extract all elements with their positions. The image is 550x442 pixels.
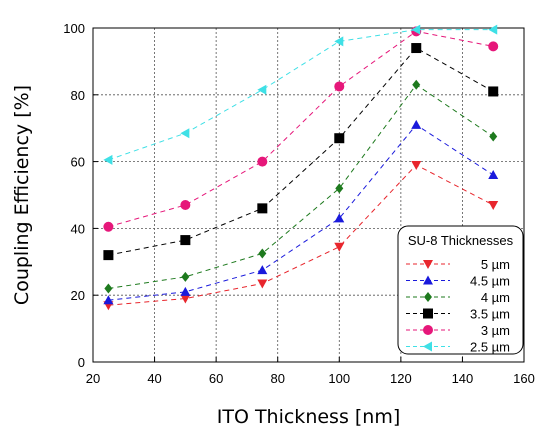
y-axis-title: Coupling Efficiency [%] [11,85,33,305]
legend-item: 3 µm [406,323,510,338]
data-point [103,295,114,305]
data-point [488,24,498,35]
data-point [334,36,344,47]
data-point [180,235,191,246]
data-point [488,169,499,179]
series-line [108,84,494,290]
legend-marker [423,341,432,352]
data-point [334,133,345,144]
series-5 [103,24,498,165]
legend-marker [423,275,433,285]
legend-label: 4 µm [481,290,510,305]
series-line [108,164,494,306]
legend-box [397,225,524,355]
legend-marker [423,308,433,319]
series-line [108,29,494,161]
data-point [334,81,345,92]
x-tick-label: 120 [390,371,412,386]
y-tick-label: 40 [71,221,85,236]
x-tick-label: 60 [209,371,223,386]
data-point [104,283,113,294]
data-point [257,265,268,275]
legend-label: 5 µm [481,257,510,272]
data-point [335,183,344,194]
data-point [258,248,267,259]
legend-item: 3.5 µm [406,307,510,322]
legend-label: 4.5 µm [470,274,510,289]
y-tick-label: 0 [78,355,85,370]
legend-item: 4.5 µm [406,274,510,289]
x-tick-label: 140 [452,371,474,386]
series-layer [103,24,499,311]
data-point [334,242,345,252]
data-point [489,131,498,142]
series-line [108,47,494,256]
data-point [181,271,190,282]
legend-item: 4 µm [406,290,510,305]
series-line [108,30,494,228]
x-tick-label: 160 [513,371,535,386]
legend-marker [423,260,433,269]
y-tick-label: 20 [71,288,85,303]
x-tick-label: 40 [147,371,161,386]
data-point [411,119,422,129]
data-point [180,200,191,211]
data-point [257,279,268,289]
y-tick-label: 60 [71,155,85,170]
y-tick-label: 100 [63,21,85,36]
plot-frame [92,27,525,363]
data-point [257,156,268,167]
x-tick-label: 20 [86,371,100,386]
series-3 [103,43,499,261]
series-1 [103,119,499,305]
data-point [411,160,422,170]
data-point [488,86,499,97]
data-point [411,24,421,35]
data-point [180,294,191,304]
legend-label: 2.5 µm [470,340,510,355]
data-point [103,154,113,165]
x-tick-label: 80 [270,371,284,386]
legend-marker [424,292,432,302]
x-tick-label: 100 [328,371,350,386]
data-point [103,250,114,261]
data-point [180,286,191,296]
x-axis-title: ITO Thickness [nm] [217,406,401,428]
series-line [108,124,494,301]
data-point [411,43,422,54]
legend-item: 2.5 µm [406,340,510,355]
legend-marker [423,325,433,335]
y-tick-label: 80 [71,88,85,103]
data-point [180,128,190,139]
data-point [412,79,421,90]
data-point [488,41,499,52]
legend: SU-8 Thicknesses 5 µm 4.5 µm4 µm 3.5 µm3 µ… [397,225,524,355]
legend-item: 5 µm [406,257,510,272]
data-point [257,84,267,95]
data-point [334,213,345,223]
legend-title: SU-8 Thicknesses [408,233,514,248]
series-2 [104,79,498,294]
legend-label: 3 µm [481,323,510,338]
data-point [257,203,268,214]
legend-label: 3.5 µm [470,307,510,322]
data-point [103,221,114,232]
data-point [488,201,499,211]
series-4 [103,26,499,232]
